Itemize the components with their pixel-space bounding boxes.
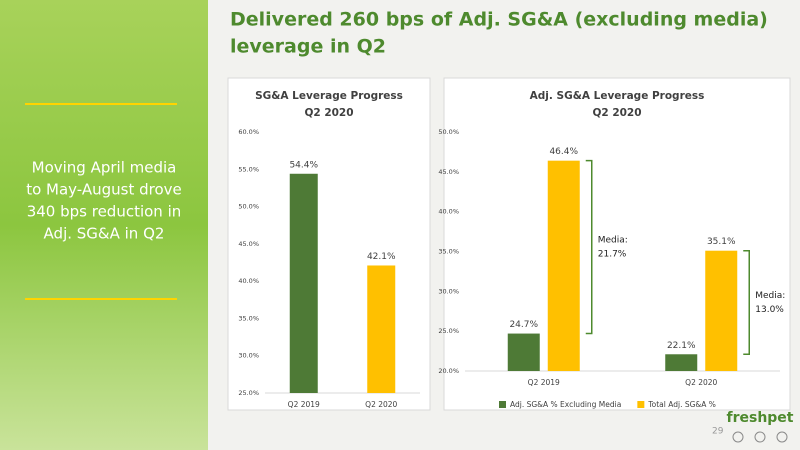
chart-title: Adj. SG&A Leverage Progress [530,90,705,102]
value-label: 46.4% [549,147,578,157]
annotation: Media: [598,236,628,246]
bar [289,173,318,393]
chart-title: SG&A Leverage Progress [255,90,403,102]
y-tick-label: 20.0% [438,367,459,375]
slide-title: Delivered 260 bps of Adj. SG&A (excludin… [230,9,768,58]
sidebar [0,0,208,450]
legend-swatch [637,401,645,408]
x-tick-label: Q2 2019 [528,378,560,387]
y-tick-label: 35.0% [238,314,259,322]
page-number: 29 [712,427,724,437]
y-tick-label: 40.0% [238,277,259,285]
y-tick-label: 25.0% [438,327,459,335]
logo-icon [732,431,744,443]
bracket [585,159,593,335]
slide-title-line: leverage in Q2 [230,36,386,58]
sidebar-line: Adj. SG&A in Q2 [44,225,165,243]
chart-box [227,77,431,411]
value-label: 22.1% [667,341,696,351]
logo: freshpet [727,410,794,426]
sidebar-line: to May-August drove [26,181,182,199]
y-tick-label: 25.0% [238,389,259,397]
y-tick-label: 30.0% [438,287,459,295]
sidebar-line: 340 bps reduction in [27,203,182,221]
x-tick-label: Q2 2020 [685,378,717,387]
logo-icon [776,431,788,443]
annotation: 13.0% [755,305,784,315]
y-tick-label: 50.0% [238,203,259,211]
y-tick-label: 40.0% [438,208,459,216]
annotation: 21.7% [598,250,627,260]
chart-title: Q2 2020 [304,107,353,119]
chart-title: Q2 2020 [592,107,641,119]
y-tick-label: 60.0% [238,128,259,136]
value-label: 35.1% [707,237,736,247]
y-tick-label: 35.0% [438,248,459,256]
y-tick-label: 45.0% [238,240,259,248]
annotation: Media: [755,291,785,301]
legend-swatch [499,401,506,408]
sidebar-line: Moving April media [32,159,177,177]
y-tick-label: 45.0% [438,168,459,176]
value-label: 54.4% [289,160,318,170]
logo-icon [754,431,766,443]
sidebar-text: Moving April media to May-August drove 340… [26,159,182,243]
slide-title-line: Delivered 260 bps of Adj. SG&A (excludin… [230,9,768,31]
bar [547,160,580,371]
legend-label: Total Adj. SG&A % [647,400,716,409]
legend-label: Adj. SG&A % Excluding Media [510,400,621,409]
bar [665,354,698,371]
x-tick-label: Q2 2020 [365,400,397,409]
y-tick-label: 50.0% [438,128,459,136]
bracket [743,249,750,356]
bar [507,333,540,371]
value-label: 24.7% [509,320,538,330]
x-tick-label: Q2 2019 [288,400,320,409]
y-tick-label: 30.0% [238,352,259,360]
y-tick-label: 55.0% [238,165,259,173]
value-label: 42.1% [367,252,396,262]
bar [367,265,396,393]
bar [705,250,738,371]
